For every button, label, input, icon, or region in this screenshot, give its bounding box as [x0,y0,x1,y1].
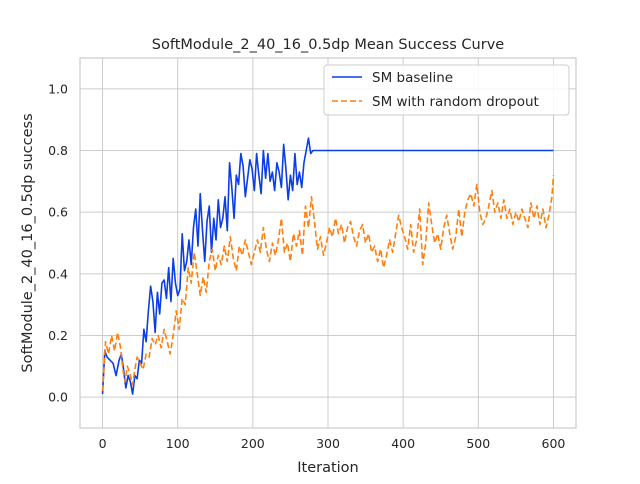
legend-label-sm-dropout: SM with random dropout [372,94,539,110]
x-tick-label: 300 [316,436,340,451]
series-layer [101,137,555,395]
y-tick-label: 1.0 [48,81,68,96]
tick-labels: 0 100 200 300 400 500 600 0.0 0.2 0.4 0.6 0.8 1.0 [48,81,565,451]
x-tick-label: 500 [466,436,490,451]
chart-title: SoftModule_2_40_16_0.5dp Mean Success Cu… [152,37,504,53]
series-line-sm-dropout [101,175,555,392]
x-tick-label: 100 [166,436,190,451]
x-tick-label: 200 [241,436,265,451]
series-line-sm-baseline [101,137,554,395]
y-tick-label: 0.4 [48,266,68,281]
y-axis-label: SoftModule_2_40_16_0.5dp success [20,113,36,372]
legend-label-sm-baseline: SM baseline [372,70,453,86]
x-axis-label: Iteration [297,460,359,476]
x-tick-label: 600 [542,436,566,451]
x-tick-label: 400 [391,436,415,451]
legend: SM baseline SM with random dropout [323,64,570,116]
plot-frame [79,57,577,429]
legend-box [323,64,570,116]
x-tick-label: 0 [99,436,107,451]
y-tick-label: 0.8 [48,143,68,158]
y-tick-label: 0.6 [48,205,68,220]
y-tick-label: 0.2 [48,328,68,343]
y-tick-label: 0.0 [48,390,68,405]
